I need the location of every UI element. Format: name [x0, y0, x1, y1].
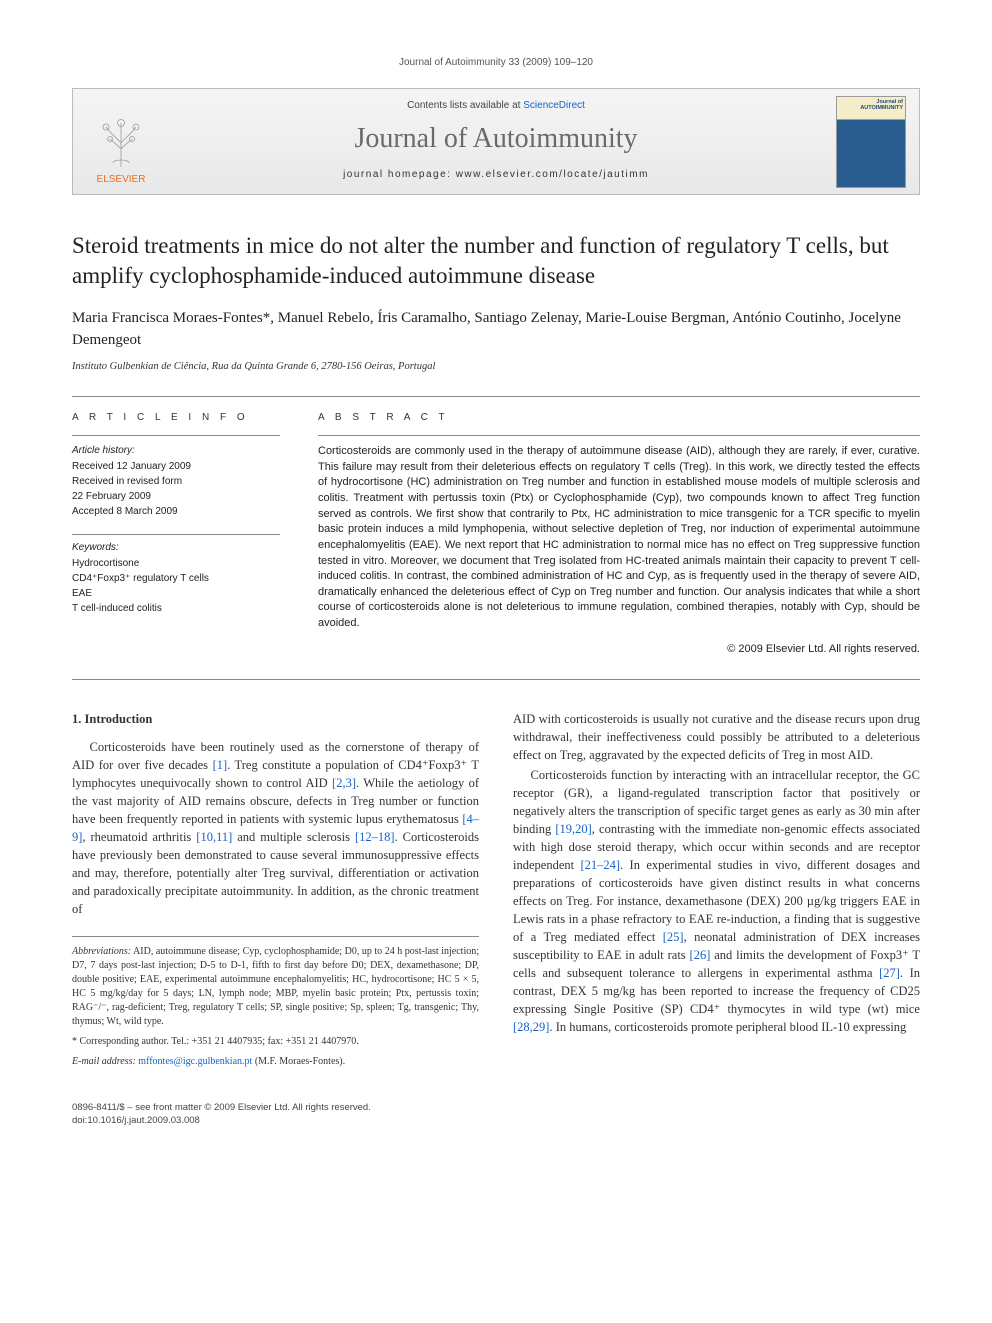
text-run: . In humans, corticosteroids promote per… — [549, 1020, 906, 1034]
email-suffix: (M.F. Moraes-Fontes). — [252, 1056, 345, 1067]
body-col-right: AID with corticosteroids is usually not … — [513, 710, 920, 1069]
section-heading: 1. Introduction — [72, 710, 479, 728]
text-run: , rheumatoid arthritis — [82, 830, 196, 844]
abbreviations: Abbreviations: AID, autoimmune disease; … — [72, 945, 479, 1029]
abbr-text: AID, autoimmune disease; Cyp, cyclophosp… — [72, 946, 479, 1027]
history-item: Received 12 January 2009 — [72, 460, 280, 474]
ref-link[interactable]: [21–24] — [580, 858, 620, 872]
article-title: Steroid treatments in mice do not alter … — [72, 231, 920, 290]
body-paragraph: Corticosteroids have been routinely used… — [72, 738, 479, 918]
publisher-name: ELSEVIER — [97, 173, 146, 187]
affiliation: Instituto Gulbenkian de Ciência, Rua da … — [72, 360, 920, 375]
body-paragraph: AID with corticosteroids is usually not … — [513, 710, 920, 764]
journal-name: Journal of Autoimmunity — [181, 119, 811, 158]
journal-homepage[interactable]: journal homepage: www.elsevier.com/locat… — [181, 168, 811, 182]
email-label: E-mail address: — [72, 1056, 138, 1067]
ref-link[interactable]: [1] — [213, 758, 228, 772]
abstract-text: Corticosteroids are commonly used in the… — [318, 444, 920, 631]
keyword: Hydrocortisone — [72, 557, 280, 571]
ref-link[interactable]: [2,3] — [332, 776, 356, 790]
ref-link[interactable]: [10,11] — [196, 830, 232, 844]
ref-link[interactable]: [25] — [663, 930, 684, 944]
footer-meta: 0896-8411/$ – see front matter © 2009 El… — [72, 1101, 920, 1128]
journal-masthead: ELSEVIER Contents lists available at Sci… — [72, 88, 920, 195]
article-info-head: A R T I C L E I N F O — [72, 411, 280, 425]
sciencedirect-link[interactable]: ScienceDirect — [523, 100, 585, 111]
body-paragraph: Corticosteroids function by interacting … — [513, 766, 920, 1036]
contents-line: Contents lists available at ScienceDirec… — [181, 99, 811, 113]
history-item: Accepted 8 March 2009 — [72, 505, 280, 519]
divider — [72, 396, 920, 397]
author-list: Maria Francisca Moraes-Fontes*, Manuel R… — [72, 308, 920, 352]
ref-link[interactable]: [26] — [690, 948, 711, 962]
copyright-line: © 2009 Elsevier Ltd. All rights reserved… — [318, 642, 920, 657]
history-label: Article history: — [72, 444, 280, 458]
history-item: 22 February 2009 — [72, 490, 280, 504]
keyword: EAE — [72, 587, 280, 601]
keywords-label: Keywords: — [72, 541, 280, 555]
issn-line: 0896-8411/$ – see front matter © 2009 El… — [72, 1101, 920, 1114]
cover-label: Journal of AUTOIMMUNITY — [839, 99, 903, 111]
ref-link[interactable]: [28,29] — [513, 1020, 549, 1034]
keyword: T cell-induced colitis — [72, 602, 280, 616]
doi-line: doi:10.1016/j.jaut.2009.03.008 — [72, 1114, 920, 1127]
abstract-block: A B S T R A C T Corticosteroids are comm… — [318, 411, 920, 657]
corresponding-author: * Corresponding author. Tel.: +351 21 44… — [72, 1035, 479, 1049]
ref-link[interactable]: [27] — [879, 966, 900, 980]
email-line: E-mail address: mffontes@igc.gulbenkian.… — [72, 1055, 479, 1069]
history-item: Received in revised form — [72, 475, 280, 489]
running-head: Journal of Autoimmunity 33 (2009) 109–12… — [72, 56, 920, 70]
keyword: CD4⁺Foxp3⁺ regulatory T cells — [72, 572, 280, 586]
email-link[interactable]: mffontes@igc.gulbenkian.pt — [138, 1056, 252, 1067]
ref-link[interactable]: [19,20] — [555, 822, 591, 836]
ref-link[interactable]: [12–18] — [355, 830, 395, 844]
body-columns: 1. Introduction Corticosteroids have bee… — [72, 710, 920, 1069]
publisher-logo: ELSEVIER — [73, 89, 169, 194]
article-info-block: A R T I C L E I N F O Article history: R… — [72, 411, 280, 657]
abstract-head: A B S T R A C T — [318, 411, 920, 425]
abbr-label: Abbreviations: — [72, 946, 131, 957]
journal-cover-thumb: Journal of AUTOIMMUNITY — [823, 89, 919, 194]
contents-prefix: Contents lists available at — [407, 100, 523, 111]
divider — [72, 679, 920, 680]
elsevier-tree-icon — [98, 113, 144, 169]
text-run: and multiple sclerosis — [232, 830, 355, 844]
body-col-left: 1. Introduction Corticosteroids have bee… — [72, 710, 479, 1069]
footnotes: Abbreviations: AID, autoimmune disease; … — [72, 936, 479, 1069]
